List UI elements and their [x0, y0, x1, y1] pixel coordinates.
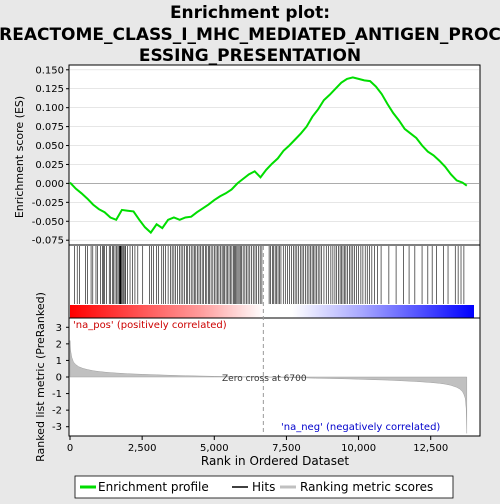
metric-y-tick-label: 1 [56, 356, 62, 367]
x-tick-label: 0 [67, 443, 73, 454]
es-y-tick-label: 0.150 [35, 65, 64, 76]
es-y-tick-label: -0.025 [32, 198, 64, 209]
zero-cross-label: Zero cross at 6700 [222, 374, 307, 384]
chart-title-line-1: Enrichment plot: [170, 3, 330, 23]
x-tick-label: 12,500 [413, 443, 448, 454]
es-y-tick-label: -0.075 [32, 236, 64, 247]
metric-y-tick-label: -1 [52, 389, 62, 400]
es-gridlines [70, 69, 479, 241]
hit-markers [74, 246, 465, 304]
neg-correlated-label: 'na_neg' (negatively correlated) [281, 422, 440, 433]
es-y-tick-label: 0.125 [35, 84, 64, 95]
es-y-tick-label: 0.025 [35, 160, 64, 171]
x-axis: 0 2,500 5,000 7,500 10,000 12,500 [67, 436, 448, 454]
metric-y-tick-label: 2 [56, 339, 62, 350]
enrichment-profile-line [69, 76, 468, 235]
es-y-axis: 0.150 0.125 0.100 0.075 0.050 0.025 0.000 -0.02… [32, 65, 69, 247]
legend-hits-label: Hits [252, 480, 275, 494]
es-y-tick-label: 0.075 [35, 122, 64, 133]
x-tick-label: 7,500 [272, 443, 301, 454]
x-tick-label: 5,000 [200, 443, 229, 454]
ranking-metric-area [69, 340, 468, 434]
x-tick-label: 2,500 [128, 443, 157, 454]
chart-title-line-3: ESSING_PRESENTATION [139, 46, 361, 66]
es-y-tick-label: 0.050 [35, 141, 64, 152]
metric-y-tick-label: -3 [52, 422, 62, 433]
x-tick-label: 10,000 [341, 443, 376, 454]
legend-enrichment-label: Enrichment profile [98, 480, 209, 494]
legend-box [74, 475, 454, 499]
es-y-tick-label: 0.000 [35, 179, 64, 190]
es-y-axis-label: Enrichment score (ES) [13, 96, 26, 218]
es-y-tick-label: -0.050 [32, 217, 64, 228]
metric-y-tick-label: 3 [56, 323, 62, 334]
metric-y-axis-label: Ranked list metric (PreRanked) [34, 292, 47, 462]
es-y-tick-label: 0.100 [35, 103, 64, 114]
metric-y-tick-label: -2 [52, 406, 62, 417]
rank-color-bar [70, 305, 474, 318]
pos-correlated-label: 'na_pos' (positively correlated) [73, 320, 227, 331]
legend-metric-label: Ranking metric scores [300, 480, 433, 494]
x-axis-label: Rank in Ordered Dataset [201, 454, 349, 468]
chart-title-line-2: REACTOME_CLASS_I_MHC_MEDIATED_ANTIGEN_PR… [0, 25, 500, 45]
metric-y-tick-label: 0 [56, 373, 62, 384]
es-panel [68, 64, 481, 246]
metric-y-axis: 3 2 1 0 -1 -2 -3 [52, 323, 69, 433]
